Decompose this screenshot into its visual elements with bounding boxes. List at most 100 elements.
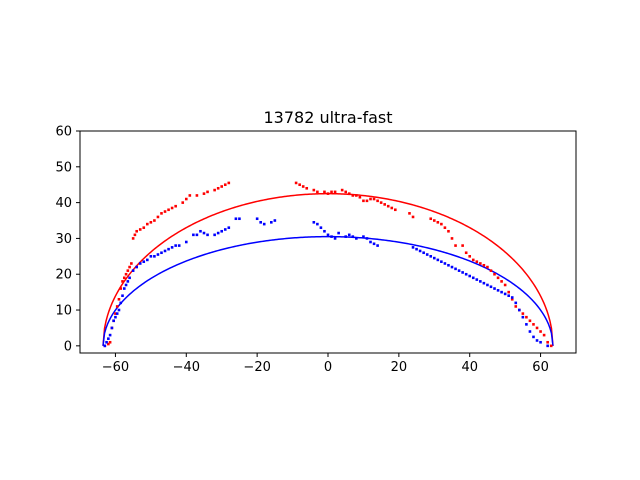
data-point-s1-90 xyxy=(503,292,507,296)
data-point-s0-35 xyxy=(213,188,216,192)
data-point-s0-86 xyxy=(496,276,500,280)
data-point-s0-29 xyxy=(181,201,185,204)
data-point-s1-43 xyxy=(259,221,262,224)
fit-curve-1 xyxy=(102,235,554,346)
data-point-s0-100 xyxy=(546,340,549,344)
data-point-s1-76 xyxy=(454,267,457,271)
data-point-s1-44 xyxy=(262,222,266,226)
data-point-s1-2 xyxy=(107,337,110,340)
data-point-s0-51 xyxy=(344,190,348,194)
data-point-s1-5 xyxy=(112,319,115,323)
data-point-s0-46 xyxy=(323,190,326,194)
data-point-s1-77 xyxy=(457,269,461,272)
data-point-s0-39 xyxy=(227,181,231,185)
data-point-s1-34 xyxy=(206,233,209,237)
data-point-s1-75 xyxy=(450,265,454,269)
data-point-s1-69 xyxy=(429,255,433,258)
y-tick-label-3: 30 xyxy=(55,232,72,247)
data-point-s0-82 xyxy=(482,263,486,267)
data-point-s0-66 xyxy=(408,212,411,215)
data-point-s1-54 xyxy=(337,231,340,235)
data-point-s0-12 xyxy=(126,269,130,272)
y-tick-label-0: 0 xyxy=(64,339,72,354)
data-point-s1-93 xyxy=(514,301,518,305)
data-point-s0-7 xyxy=(117,297,121,301)
data-point-s0-52 xyxy=(347,192,351,195)
data-point-s0-1 xyxy=(107,342,110,346)
data-point-s1-95 xyxy=(521,315,525,319)
data-point-s0-34 xyxy=(206,190,209,194)
data-point-s0-76 xyxy=(461,244,464,247)
data-point-s0-50 xyxy=(340,188,344,192)
data-point-s1-99 xyxy=(535,339,539,342)
x-tick-label-1: −40 xyxy=(173,360,200,375)
data-point-s1-29 xyxy=(184,240,188,244)
plot-area xyxy=(102,181,554,348)
data-point-s0-22 xyxy=(153,219,156,222)
data-point-s1-10 xyxy=(121,294,124,298)
data-point-s0-93 xyxy=(521,312,525,315)
data-point-s1-70 xyxy=(432,256,436,260)
data-point-s0-10 xyxy=(122,276,126,280)
data-point-s0-14 xyxy=(130,262,133,265)
data-point-s0-53 xyxy=(351,194,355,197)
data-point-s0-48 xyxy=(330,190,333,194)
data-point-s1-31 xyxy=(195,233,199,237)
data-point-s1-42 xyxy=(255,217,259,221)
data-point-s0-41 xyxy=(298,183,301,187)
data-point-s1-85 xyxy=(486,283,489,287)
y-tick-label-2: 20 xyxy=(55,268,72,283)
data-point-s1-27 xyxy=(174,244,177,247)
data-point-s1-21 xyxy=(153,255,156,258)
y-tick-label-4: 40 xyxy=(55,196,72,211)
data-point-s0-101 xyxy=(549,344,553,348)
data-point-s0-89 xyxy=(507,290,510,294)
data-point-s1-55 xyxy=(344,235,348,238)
data-point-s0-70 xyxy=(436,221,440,224)
data-point-s0-96 xyxy=(532,323,535,326)
data-point-s0-60 xyxy=(376,199,379,203)
data-point-s0-58 xyxy=(369,197,372,201)
data-point-s1-12 xyxy=(124,283,128,287)
data-point-s1-88 xyxy=(496,289,500,292)
data-point-s0-67 xyxy=(411,215,415,219)
data-point-s0-74 xyxy=(450,237,454,240)
data-point-s1-6 xyxy=(114,315,117,319)
data-point-s0-6 xyxy=(115,305,119,308)
data-point-s1-48 xyxy=(316,222,319,226)
data-point-s0-78 xyxy=(468,255,472,258)
data-point-s1-13 xyxy=(126,280,130,283)
data-point-s1-84 xyxy=(482,281,486,285)
data-point-s0-47 xyxy=(326,192,330,195)
y-tick-label-5: 50 xyxy=(55,160,72,175)
data-point-s0-36 xyxy=(216,186,220,190)
data-point-s0-31 xyxy=(188,194,192,197)
data-point-s1-46 xyxy=(273,219,277,222)
chart-title: 13782 ultra-fast xyxy=(263,108,392,127)
data-point-s0-97 xyxy=(535,326,539,330)
data-point-s1-50 xyxy=(323,229,326,233)
data-point-s0-23 xyxy=(156,215,160,219)
data-point-s1-80 xyxy=(468,274,472,278)
data-point-s1-91 xyxy=(507,294,510,298)
data-point-s1-51 xyxy=(326,233,330,237)
data-point-s0-38 xyxy=(223,183,227,187)
data-point-s0-27 xyxy=(170,206,174,210)
x-tick-label-3: 0 xyxy=(324,360,332,375)
data-point-s1-68 xyxy=(425,253,429,256)
data-point-s1-78 xyxy=(461,271,464,274)
data-point-s0-43 xyxy=(305,186,309,190)
data-point-s0-59 xyxy=(372,197,376,201)
data-point-s1-32 xyxy=(199,229,202,233)
data-point-s1-11 xyxy=(122,287,126,290)
x-tick-label-6: 60 xyxy=(532,360,549,375)
data-point-s1-74 xyxy=(447,263,450,267)
data-point-s1-1 xyxy=(105,340,108,344)
data-point-s1-16 xyxy=(135,265,138,269)
data-point-s0-87 xyxy=(500,280,503,283)
data-point-s1-7 xyxy=(115,312,119,315)
data-point-s0-2 xyxy=(108,340,112,344)
data-point-s1-65 xyxy=(415,247,418,251)
data-point-s1-73 xyxy=(443,262,447,265)
